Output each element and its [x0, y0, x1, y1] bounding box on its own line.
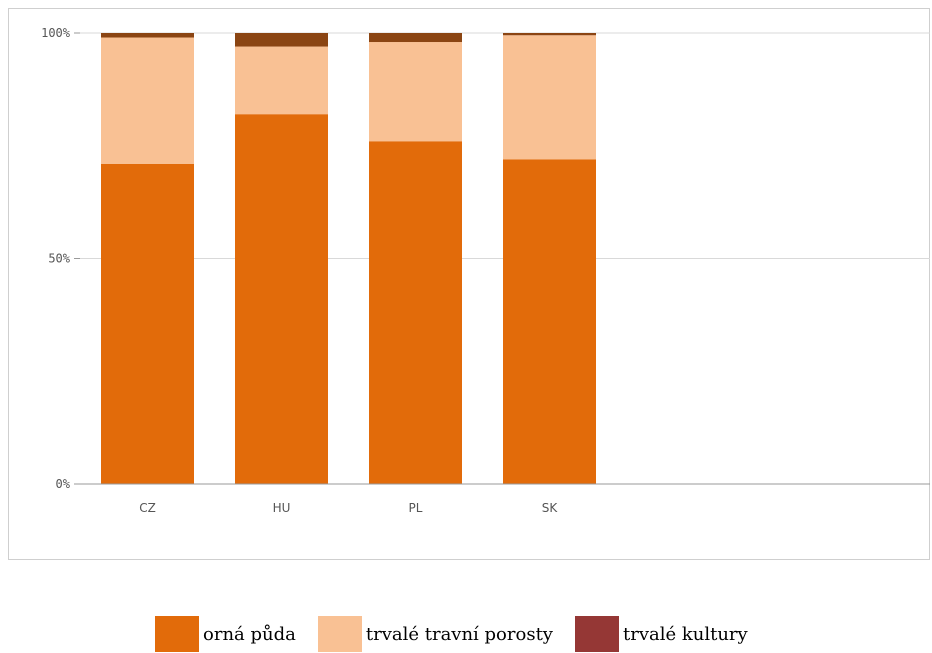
legend-label-orna-puda: orná půda	[203, 623, 296, 645]
legend: orná půda trvalé travní porosty trvalé k…	[155, 616, 770, 652]
x-tick-label-hu: HU	[273, 501, 291, 515]
bar-sk-series-0[interactable]	[503, 159, 596, 484]
bar-cz-series-1[interactable]	[101, 37, 194, 164]
bar-cz-series-0[interactable]	[101, 163, 194, 485]
y-axis-ticks: 0% 50% 100%	[41, 26, 80, 491]
legend-item-trvale-travni-porosty[interactable]: trvalé travní porosty	[317, 616, 553, 652]
bar-pl-series-1[interactable]	[369, 42, 462, 142]
y-tick-label-50: 50%	[48, 252, 70, 266]
x-tick-label-cz: CZ	[139, 501, 156, 515]
x-axis-ticks: CZ HU PL SK	[139, 501, 558, 515]
bar-cz-series-2[interactable]	[101, 33, 194, 38]
x-tick-label-sk: SK	[542, 501, 559, 515]
bar-pl-series-0[interactable]	[369, 141, 462, 485]
y-tick-label-100: 100%	[41, 26, 71, 40]
legend-label-trvale-travni-porosty: trvalé travní porosty	[365, 623, 553, 645]
bar-sk-series-2[interactable]	[503, 33, 596, 36]
y-tick-label-0: 0%	[56, 477, 71, 491]
bar-hu-series-1[interactable]	[235, 46, 328, 115]
bar-hu-series-2[interactable]	[235, 33, 328, 47]
legend-swatch-trvale-travni-porosty	[317, 616, 362, 652]
stacked-bar-chart: 0% 50% 100% CZ HU PL SK	[41, 26, 930, 515]
legend-label-trvale-kultury: trvalé kultury	[622, 623, 748, 645]
legend-swatch-orna-puda	[155, 616, 199, 652]
bar-sk-series-1[interactable]	[503, 35, 596, 160]
x-tick-label-pl: PL	[409, 501, 423, 515]
bar-pl-series-2[interactable]	[369, 33, 462, 43]
legend-item-trvale-kultury[interactable]: trvalé kultury	[574, 616, 748, 652]
bars	[101, 33, 596, 485]
legend-swatch-trvale-kultury	[574, 616, 619, 652]
bar-hu-series-0[interactable]	[235, 114, 328, 485]
legend-item-orna-puda[interactable]: orná půda	[155, 616, 296, 652]
